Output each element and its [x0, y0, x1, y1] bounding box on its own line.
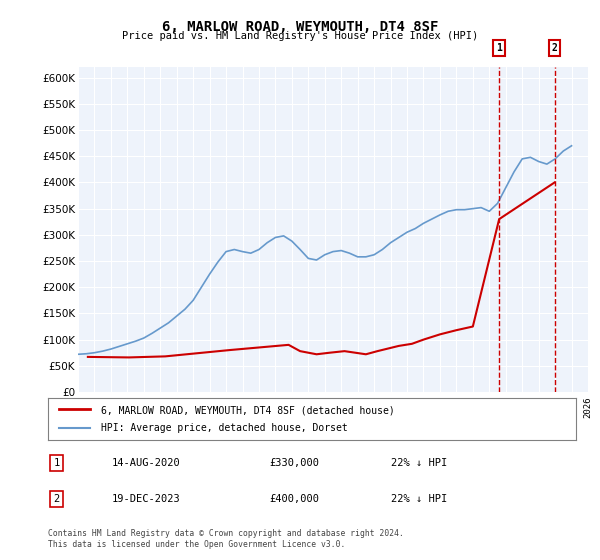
Text: 6, MARLOW ROAD, WEYMOUTH, DT4 8SF: 6, MARLOW ROAD, WEYMOUTH, DT4 8SF — [162, 20, 438, 34]
Text: 19-DEC-2023: 19-DEC-2023 — [112, 494, 180, 504]
Text: £330,000: £330,000 — [270, 458, 320, 468]
Text: 6, MARLOW ROAD, WEYMOUTH, DT4 8SF (detached house): 6, MARLOW ROAD, WEYMOUTH, DT4 8SF (detac… — [101, 405, 395, 415]
Text: 1: 1 — [496, 43, 502, 53]
Text: HPI: Average price, detached house, Dorset: HPI: Average price, detached house, Dors… — [101, 423, 347, 433]
Text: Contains HM Land Registry data © Crown copyright and database right 2024.
This d: Contains HM Land Registry data © Crown c… — [48, 529, 404, 549]
Text: 22% ↓ HPI: 22% ↓ HPI — [391, 494, 448, 504]
Text: Price paid vs. HM Land Registry's House Price Index (HPI): Price paid vs. HM Land Registry's House … — [122, 31, 478, 41]
Text: 22% ↓ HPI: 22% ↓ HPI — [391, 458, 448, 468]
Text: 2: 2 — [551, 43, 557, 53]
Text: 2: 2 — [53, 494, 59, 504]
Text: £400,000: £400,000 — [270, 494, 320, 504]
Text: 14-AUG-2020: 14-AUG-2020 — [112, 458, 180, 468]
Text: 1: 1 — [53, 458, 59, 468]
